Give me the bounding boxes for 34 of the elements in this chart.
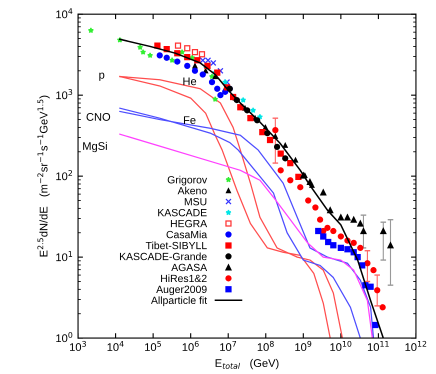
x-tick-label: 10$^{5}$ [145, 341, 161, 352]
y-tick-label: 10$^{1}$ [56, 251, 72, 262]
legend-label: Akeno [178, 186, 207, 194]
x-tick-label: 10$^{10}$ [330, 340, 352, 352]
x-tick-label: 10$^{9}$ [295, 340, 312, 352]
legend-label: CasaMia [166, 230, 208, 238]
legend-label: HEGRA [170, 220, 208, 228]
x-tick-label: 10$^{3}$ [70, 340, 86, 352]
y-tick-label: 10$^{3}$ [56, 89, 72, 100]
annotation: MgSi [83, 142, 107, 152]
x-tick-label: 10$^{12}$ [405, 340, 426, 352]
legend-label: Tibet-SIBYLL [146, 242, 207, 250]
x-tick-label: 10$^{7}$ [220, 341, 236, 352]
x-tick-label: 10$^{4}$ [108, 341, 124, 352]
annotation: CNO [86, 112, 110, 121]
legend-label: KASCADE-Grande [120, 252, 207, 260]
text: E$^{2.5}$dN/dE (m$^{−2}$sr$^{−1}$s$^{−1}$GeV$^{1.5}$) [37, 96, 50, 256]
y-tick-label: 10$^{0}$ [56, 332, 72, 342]
y-tick-label: 10$^{2}$ [56, 170, 72, 180]
annotation: p [99, 72, 104, 81]
y-tick-label: 10$^{4}$ [56, 8, 72, 18]
legend-label: Grigorov [168, 176, 208, 186]
legend-label: KASCADE [158, 208, 207, 216]
legend-label: Auger2009 [156, 286, 207, 296]
legend-label: AGASA [171, 264, 208, 272]
legend-label: HiRes1&2 [161, 274, 207, 282]
annotation: He [183, 77, 196, 86]
annotation: Fe [184, 116, 196, 124]
legend-label: MSU [184, 198, 206, 206]
text: E$_{total}$ (GeV) [216, 358, 279, 370]
x-tick-label: 10$^{6}$ [182, 340, 199, 352]
x-tick-label: 10$^{8}$ [258, 340, 274, 352]
x-tick-label: 10$^{11}$ [368, 341, 389, 352]
legend-label: Allparticle fit [150, 296, 208, 306]
